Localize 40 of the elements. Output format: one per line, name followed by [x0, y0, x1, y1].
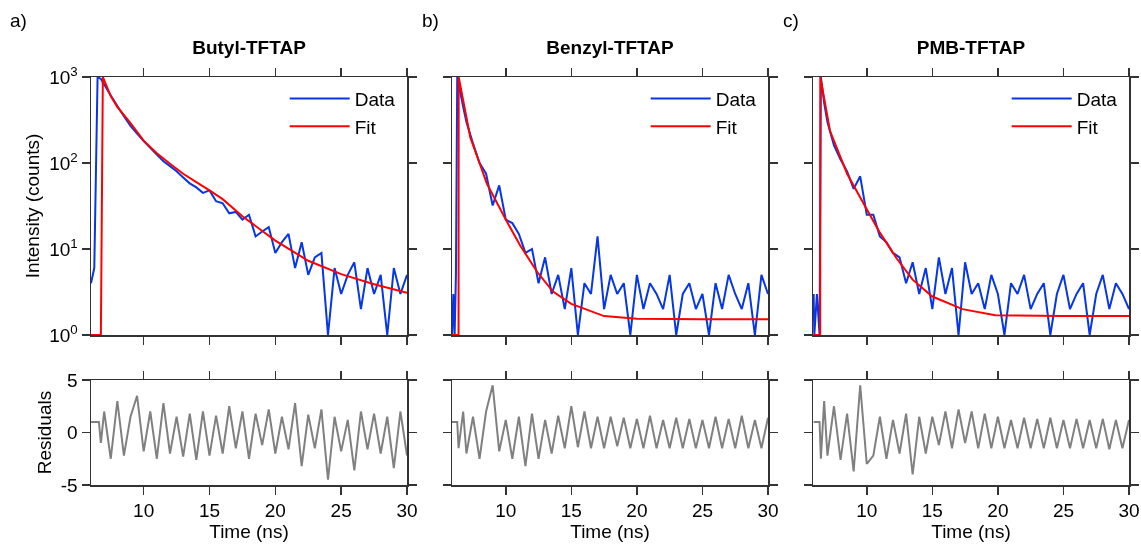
- x-tick-label: 20: [264, 500, 286, 522]
- y-tick-label: -5: [60, 474, 78, 496]
- x-tick-label: 10: [133, 500, 155, 522]
- x-axis-title: Time (ns): [570, 521, 650, 543]
- legend-label: Data: [1076, 88, 1118, 110]
- x-tick-label: 15: [198, 500, 221, 522]
- text: b): [422, 10, 439, 31]
- x-tick-label: 30: [396, 500, 418, 522]
- y-tick-label: 10$^{3}$: [49, 63, 78, 88]
- x-tick-label: 10: [495, 500, 517, 522]
- legend-label: Fit: [715, 116, 738, 138]
- x-tick-label: 20: [626, 500, 648, 522]
- x-tick-label: 30: [757, 500, 779, 522]
- x-tick-label: 25: [1052, 500, 1075, 522]
- y-axis-title: Residuals: [33, 390, 55, 475]
- x-tick-label: 25: [691, 500, 714, 522]
- chart-title: Butyl-TFTAP: [192, 36, 307, 58]
- x-axis-title: Time (ns): [931, 521, 1011, 543]
- x-axis-title: Time (ns): [209, 521, 289, 543]
- x-tick-label: 10: [856, 500, 878, 522]
- y-tick-label: 10$^{1}$: [49, 235, 78, 260]
- x-tick-label: 15: [560, 500, 582, 522]
- chart-title: Benzyl-TFTAP: [546, 36, 675, 58]
- y-tick-label: 0: [67, 422, 78, 444]
- text: c): [783, 10, 799, 31]
- y-tick-label: 10$^{2}$: [49, 149, 78, 174]
- x-tick-label: 20: [987, 500, 1009, 522]
- legend-label: Data: [715, 88, 757, 110]
- line-series: [91, 394, 407, 481]
- y-tick-label: 10$^{0}$: [49, 321, 78, 346]
- text: a): [10, 10, 27, 31]
- legend-label: Fit: [354, 116, 377, 138]
- x-tick-label: 15: [921, 500, 943, 522]
- y-axis-title: Intensity (counts): [22, 133, 44, 279]
- x-tick-label: 25: [330, 500, 352, 522]
- y-tick-label: 5: [67, 369, 78, 391]
- x-tick-label: 30: [1118, 500, 1140, 522]
- legend-label: Fit: [1076, 116, 1099, 138]
- chart-title: PMB-TFTAP: [916, 36, 1026, 58]
- legend-label: Data: [354, 88, 396, 110]
